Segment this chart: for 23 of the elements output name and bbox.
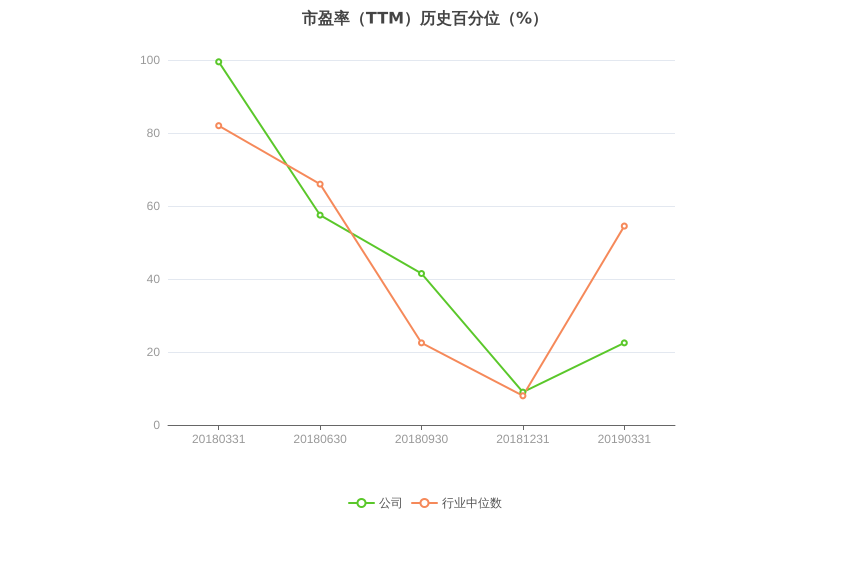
y-tick-label: 0 bbox=[153, 418, 160, 432]
y-tick-label: 100 bbox=[140, 53, 160, 67]
x-tick-label: 20181231 bbox=[496, 432, 550, 446]
point bbox=[620, 222, 628, 230]
x-tick-label: 20180630 bbox=[293, 432, 348, 446]
point bbox=[316, 212, 324, 219]
legend-label: 公司 bbox=[379, 496, 403, 510]
y-tick-label: 80 bbox=[146, 126, 160, 140]
x-tick-label: 20180930 bbox=[394, 432, 449, 446]
x-tick-label: 20190331 bbox=[598, 432, 652, 446]
x-tick-label: 20180331 bbox=[192, 432, 246, 446]
chart-title: 市盈率（TTM）历史百分位（%） bbox=[300, 8, 548, 28]
point bbox=[215, 58, 222, 66]
y-tick-label: 60 bbox=[146, 199, 160, 213]
point bbox=[316, 180, 324, 188]
legend-label: 行业中位数 bbox=[442, 496, 502, 510]
point bbox=[519, 392, 526, 400]
y-tick-label: 40 bbox=[146, 272, 160, 286]
y-tick-label: 20 bbox=[146, 345, 160, 359]
point bbox=[418, 339, 425, 346]
point bbox=[418, 270, 425, 278]
point bbox=[620, 339, 628, 346]
point bbox=[215, 122, 222, 130]
